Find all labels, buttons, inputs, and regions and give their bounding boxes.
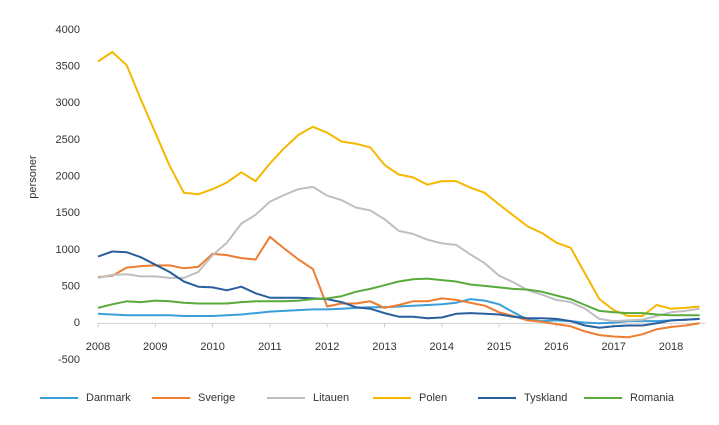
series-line	[97, 298, 700, 325]
y-tick-label: 0	[74, 317, 80, 329]
x-tick-label: 2015	[487, 341, 511, 353]
x-tick-label: 2011	[258, 341, 282, 353]
x-tick-label: 2013	[372, 341, 396, 353]
x-tick-label: 2017	[601, 341, 625, 353]
series-line	[97, 250, 700, 329]
x-tick-label: 2016	[544, 341, 568, 353]
y-tick-label: -500	[58, 354, 80, 366]
legend-label: Romania	[630, 392, 675, 404]
y-tick-label: 4000	[56, 24, 80, 36]
y-tick-label: 1000	[56, 244, 80, 256]
legend-label: Danmark	[86, 392, 131, 404]
y-axis-label: personer	[27, 155, 39, 199]
y-tick-label: 2000	[56, 171, 80, 183]
series-line	[97, 277, 700, 317]
y-tick-label: 1500	[56, 207, 80, 219]
x-tick-label: 2010	[200, 341, 224, 353]
x-tick-label: 2018	[659, 341, 683, 353]
y-tick-label: 2500	[56, 134, 80, 146]
legend-label: Sverige	[198, 392, 235, 404]
legend-label: Litauen	[313, 392, 349, 404]
series-line	[97, 51, 700, 317]
series-line	[97, 185, 700, 323]
y-tick-label: 3500	[56, 61, 80, 73]
x-tick-label: 2008	[86, 341, 110, 353]
series-line	[97, 235, 700, 339]
y-tick-label: 500	[62, 281, 80, 293]
legend-label: Tyskland	[524, 392, 567, 404]
x-tick-label: 2012	[315, 341, 339, 353]
y-tick-label: 3000	[56, 97, 80, 109]
x-tick-label: 2014	[430, 341, 454, 353]
legend-label: Polen	[419, 392, 447, 404]
x-tick-label: 2009	[143, 341, 167, 353]
